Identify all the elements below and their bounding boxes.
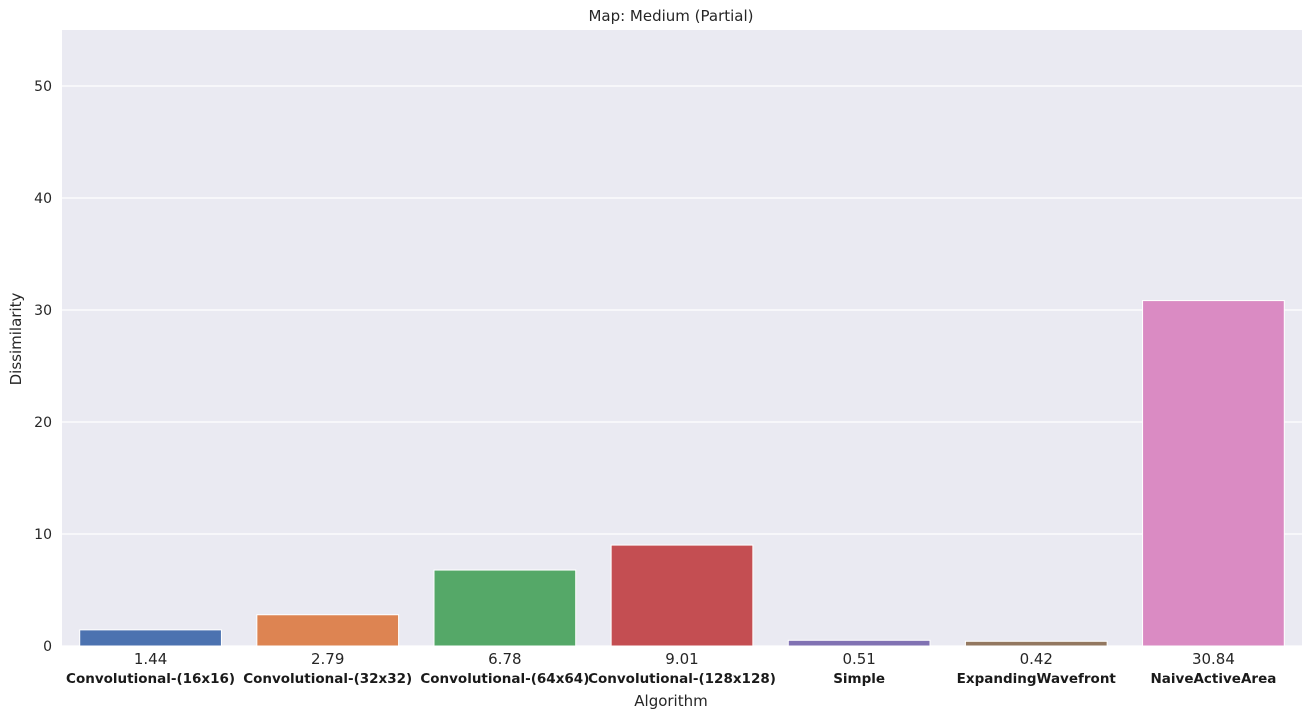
bar [257,615,399,646]
y-tick-label: 10 [34,527,52,543]
y-tick-label: 30 [34,303,52,319]
bar [965,641,1107,646]
value-label: 30.84 [1192,650,1235,668]
y-tick-label: 50 [34,79,52,95]
bar [434,570,576,646]
bar [788,640,930,646]
y-tick-label: 0 [43,639,52,655]
category-label: Convolutional-(32x32) [243,671,412,687]
y-axis-label: Dissimilarity [7,293,25,386]
category-label: NaiveActiveArea [1150,671,1276,687]
value-label: 6.78 [488,650,521,668]
y-tick-label: 40 [34,191,52,207]
value-label: 0.42 [1020,650,1053,668]
bar [1143,301,1285,646]
bar [611,545,753,646]
category-label: Convolutional-(64x64) [420,671,589,687]
x-axis-label: Algorithm [634,692,707,710]
chart-title: Map: Medium (Partial) [588,7,753,25]
category-labels: Convolutional-(16x16) Convolutional-(32x3… [66,671,1276,687]
bar [80,630,222,646]
value-label: 2.79 [311,650,344,668]
category-label: Convolutional-(128x128) [588,671,776,687]
y-tick-label: 20 [34,415,52,431]
value-labels: 1.44 2.79 6.78 9.01 0.51 0.42 30.84 [134,650,1235,668]
category-label: Convolutional-(16x16) [66,671,235,687]
value-label: 1.44 [134,650,167,668]
value-label: 0.51 [842,650,875,668]
category-label: Simple [833,671,885,687]
category-label: ExpandingWavefront [957,671,1117,687]
value-label: 9.01 [665,650,698,668]
y-tick-labels: 0 10 20 30 40 50 [34,79,52,655]
